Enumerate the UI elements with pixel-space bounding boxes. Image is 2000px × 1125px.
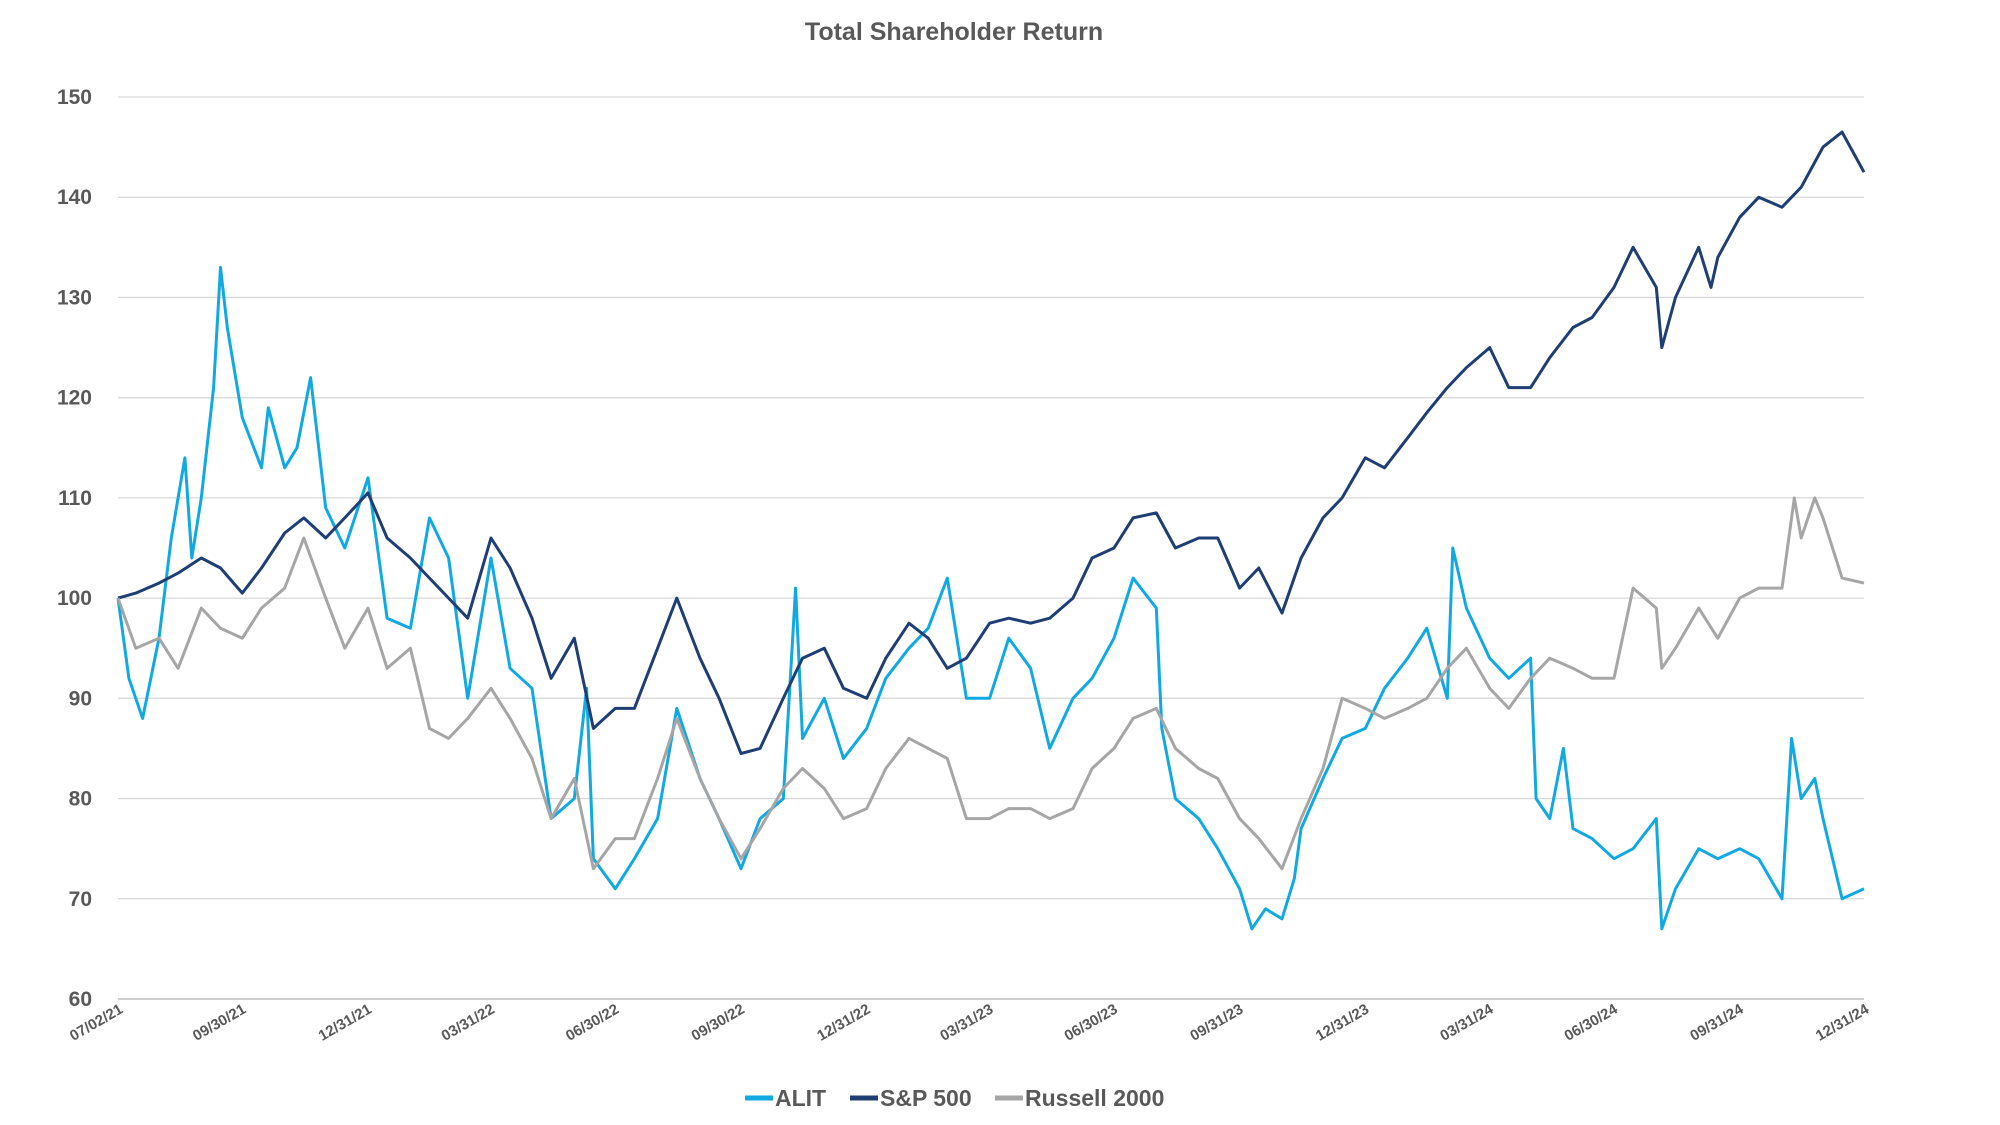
series-line-alit [116, 265, 1865, 931]
x-tick-label: 12/31/24 [1813, 1000, 1873, 1044]
x-tick-label: 12/31/23 [1313, 1001, 1372, 1045]
chart-title: Total Shareholder Return [805, 18, 1103, 46]
x-axis: 07/02/21 09/30/21 12/31/21 03/31/22 06/30/22… [67, 1000, 1873, 1044]
y-tick-label: 110 [58, 487, 92, 510]
series-line-russell-2000 [116, 496, 1865, 871]
y-tick-label: 60 [69, 988, 92, 1011]
x-tick-label: 03/31/23 [937, 1001, 996, 1045]
x-tick-label: 09/30/21 [190, 1001, 249, 1045]
series-line-s-p-500 [117, 130, 1866, 755]
y-tick-label: 70 [69, 888, 92, 911]
gridlines [118, 96, 1864, 1000]
legend-label: S&P 500 [880, 1085, 972, 1111]
legend: ALIT S&P 500 Russell 2000 [745, 1085, 1164, 1111]
legend-label: Russell 2000 [1025, 1085, 1164, 1111]
legend-label: ALIT [775, 1085, 826, 1111]
x-tick-label: 03/31/24 [1437, 1000, 1497, 1044]
x-tick-label: 09/30/22 [689, 1001, 748, 1045]
y-tick-label: 140 [57, 186, 92, 209]
x-tick-label: 06/30/22 [563, 1001, 622, 1045]
y-axis: 60 70 80 90 100 110 120 130 140 150 [57, 86, 92, 1011]
x-tick-label: 03/31/22 [439, 1001, 498, 1045]
x-tick-label: 09/31/24 [1687, 1000, 1747, 1044]
y-tick-label: 150 [57, 86, 92, 109]
x-tick-label: 06/30/23 [1062, 1001, 1121, 1045]
x-tick-label: 12/31/21 [316, 1001, 375, 1045]
y-tick-label: 90 [69, 687, 92, 710]
x-tick-label: 09/31/23 [1187, 1001, 1246, 1045]
x-tick-label: 12/31/22 [814, 1001, 873, 1045]
series-lines [116, 130, 1866, 931]
y-tick-label: 120 [57, 387, 92, 410]
y-tick-label: 80 [69, 788, 92, 811]
y-tick-label: 130 [57, 286, 92, 309]
y-tick-label: 100 [57, 587, 92, 610]
x-tick-label: 06/30/24 [1562, 1000, 1622, 1044]
